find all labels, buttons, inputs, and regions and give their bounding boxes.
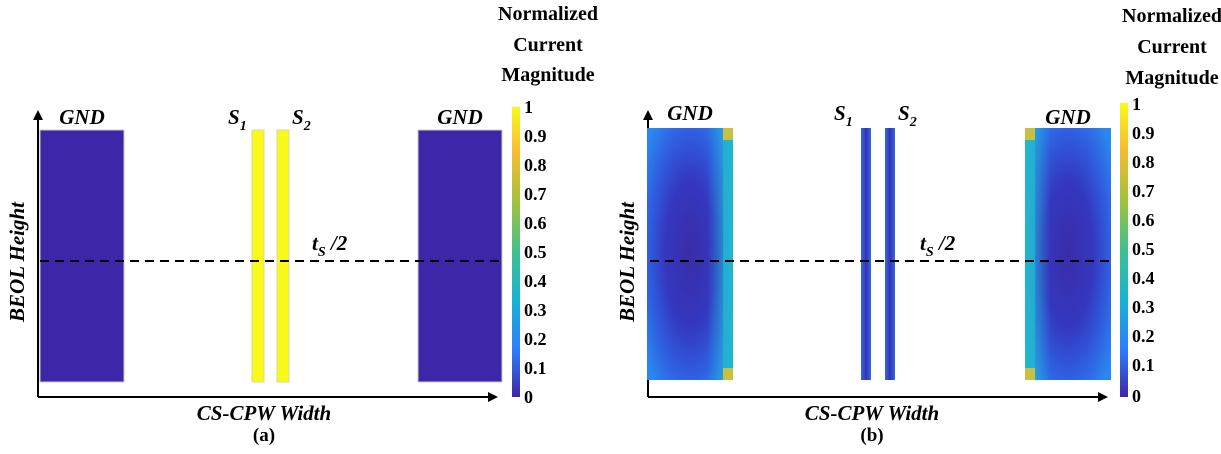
signal-s1-conductor <box>251 129 265 383</box>
colorbar-tick: 0 <box>1132 386 1141 406</box>
midline-label: tS /2 <box>312 231 348 260</box>
gnd-left-conductor <box>647 128 733 380</box>
colorbar-title-line-1: Normalized <box>498 3 598 25</box>
colorbar-tick: 0.6 <box>524 213 547 233</box>
signal-s2-conductor <box>276 129 290 383</box>
colorbar-tick: 0.2 <box>524 329 547 349</box>
colorbar-tick: 0.7 <box>1132 181 1155 201</box>
colorbar-tick: 0 <box>524 387 533 407</box>
colorbar-ticks: 1 0.9 0.8 0.7 0.6 0.5 0.4 0.3 0.2 0.1 0 <box>1132 94 1155 406</box>
s2-label: S2 <box>292 105 311 134</box>
panel-caption: (a) <box>253 425 275 446</box>
colorbar-tick: 0.4 <box>1132 268 1155 288</box>
colorbar-tick: 0.8 <box>1132 152 1155 172</box>
colorbar-title-line-2: Current <box>1137 36 1207 58</box>
midline-label: tS /2 <box>920 231 956 260</box>
s1-label: S1 <box>228 105 247 134</box>
colorbar-tick: 0.3 <box>524 300 547 320</box>
gnd-left-label: GND <box>59 105 105 129</box>
panel-b-figure: GND S1 S2 GND tS /2 CS-CPW Width BEOL He… <box>615 5 1221 446</box>
s1-label: S1 <box>834 101 853 130</box>
colorbar-ticks: 1 0.9 0.8 0.7 0.6 0.5 0.4 0.3 0.2 0.1 0 <box>524 97 547 407</box>
colorbar-title-line-3: Magnitude <box>1125 67 1218 89</box>
y-axis-label: BEOL Height <box>615 201 639 323</box>
gnd-left-label: GND <box>667 101 713 125</box>
colorbar-tick: 0.4 <box>524 271 547 291</box>
gnd-right-label: GND <box>437 105 483 129</box>
colorbar-tick: 0.9 <box>524 126 547 146</box>
gnd-right-label: GND <box>1045 105 1091 129</box>
colorbar-tick: 0.1 <box>1132 355 1155 375</box>
panel-a-figure: GND S1 S2 GND tS /2 CS-CPW Width BEOL He… <box>5 3 598 446</box>
gnd-right-conductor <box>417 129 503 383</box>
colorbar-tick: 1 <box>524 97 533 117</box>
x-axis-label: CS-CPW Width <box>197 401 331 425</box>
panel-b: GND S1 S2 GND tS /2 CS-CPW Width BEOL He… <box>610 0 1221 454</box>
y-axis-label: BEOL Height <box>5 201 29 323</box>
signal-s1-conductor <box>861 128 871 380</box>
colorbar-tick: 0.2 <box>1132 326 1155 346</box>
gnd-left-conductor <box>39 129 125 383</box>
panel-caption: (b) <box>860 425 883 446</box>
x-axis-label: CS-CPW Width <box>805 401 939 425</box>
colorbar-tick: 0.1 <box>524 358 547 378</box>
signal-s2-conductor <box>885 128 895 380</box>
colorbar <box>512 107 520 397</box>
gnd-right-conductor <box>1025 128 1111 380</box>
colorbar-tick: 0.9 <box>1132 123 1155 143</box>
colorbar-tick: 0.5 <box>524 242 547 262</box>
colorbar-tick: 0.3 <box>1132 297 1155 317</box>
s2-label: S2 <box>898 101 917 130</box>
colorbar <box>1120 103 1128 397</box>
colorbar-title-line-3: Magnitude <box>501 64 594 86</box>
colorbar-title-line-2: Current <box>513 34 583 56</box>
colorbar-tick: 0.6 <box>1132 210 1155 230</box>
colorbar-title-line-1: Normalized <box>1122 5 1221 27</box>
colorbar-tick: 0.5 <box>1132 239 1155 259</box>
colorbar-tick: 0.7 <box>524 184 547 204</box>
colorbar-tick: 0.8 <box>524 155 547 175</box>
panel-a: GND S1 S2 GND tS /2 CS-CPW Width BEOL He… <box>0 0 610 454</box>
colorbar-tick: 1 <box>1132 94 1141 114</box>
